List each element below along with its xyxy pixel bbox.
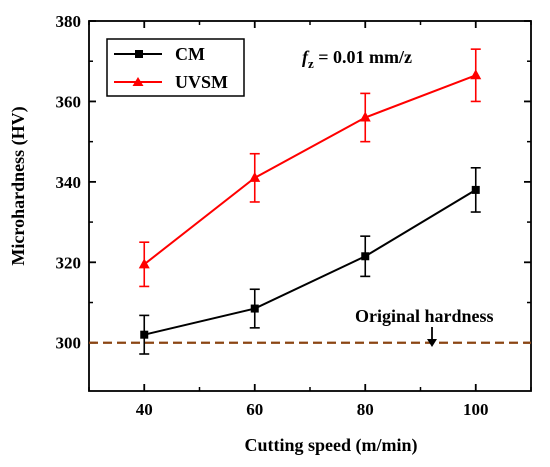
data-point-square bbox=[140, 330, 149, 339]
data-point-triangle bbox=[470, 69, 482, 80]
x-axis-title: Cutting speed (m/min) bbox=[244, 435, 417, 456]
feed-annotation-subscript: z bbox=[308, 56, 314, 71]
x-tick-label: 40 bbox=[136, 400, 153, 419]
legend-label-uvsm: UVSM bbox=[175, 72, 228, 92]
x-tick-label: 60 bbox=[246, 400, 263, 419]
feed-annotation-prefix: f bbox=[302, 47, 310, 67]
data-point-triangle bbox=[359, 111, 371, 122]
legend-label-cm: CM bbox=[175, 44, 205, 64]
series-line bbox=[143, 74, 477, 266]
feed-annotation: fz = 0.01 mm/z bbox=[302, 47, 412, 71]
data-point-square bbox=[250, 304, 259, 313]
feed-annotation-suffix: = 0.01 mm/z bbox=[314, 47, 412, 67]
data-point-square bbox=[471, 185, 480, 194]
legend-marker-uvsm bbox=[132, 77, 144, 86]
series-line bbox=[144, 189, 477, 336]
x-tick-label: 80 bbox=[357, 400, 374, 419]
plot-layer: 300 320 340 360 380 40 60 80 100 bbox=[56, 12, 532, 419]
legend: CM UVSM bbox=[106, 38, 245, 97]
data-point-triangle bbox=[249, 171, 261, 182]
y-tick-label: 360 bbox=[56, 92, 82, 111]
y-axis-title: Microhardness (HV) bbox=[8, 106, 29, 265]
x-tick-label: 100 bbox=[463, 400, 489, 419]
reference-line-label: Original hardness bbox=[355, 306, 494, 326]
reference-arrow-head bbox=[427, 339, 437, 347]
legend-box bbox=[106, 38, 245, 97]
data-point-triangle bbox=[138, 258, 150, 269]
y-tick-label: 340 bbox=[56, 173, 82, 192]
legend-marker-cm bbox=[135, 50, 143, 58]
y-tick-label: 300 bbox=[56, 334, 82, 353]
data-point-square bbox=[361, 252, 370, 261]
y-tick-label: 380 bbox=[56, 12, 82, 31]
y-tick-label: 320 bbox=[56, 253, 82, 272]
